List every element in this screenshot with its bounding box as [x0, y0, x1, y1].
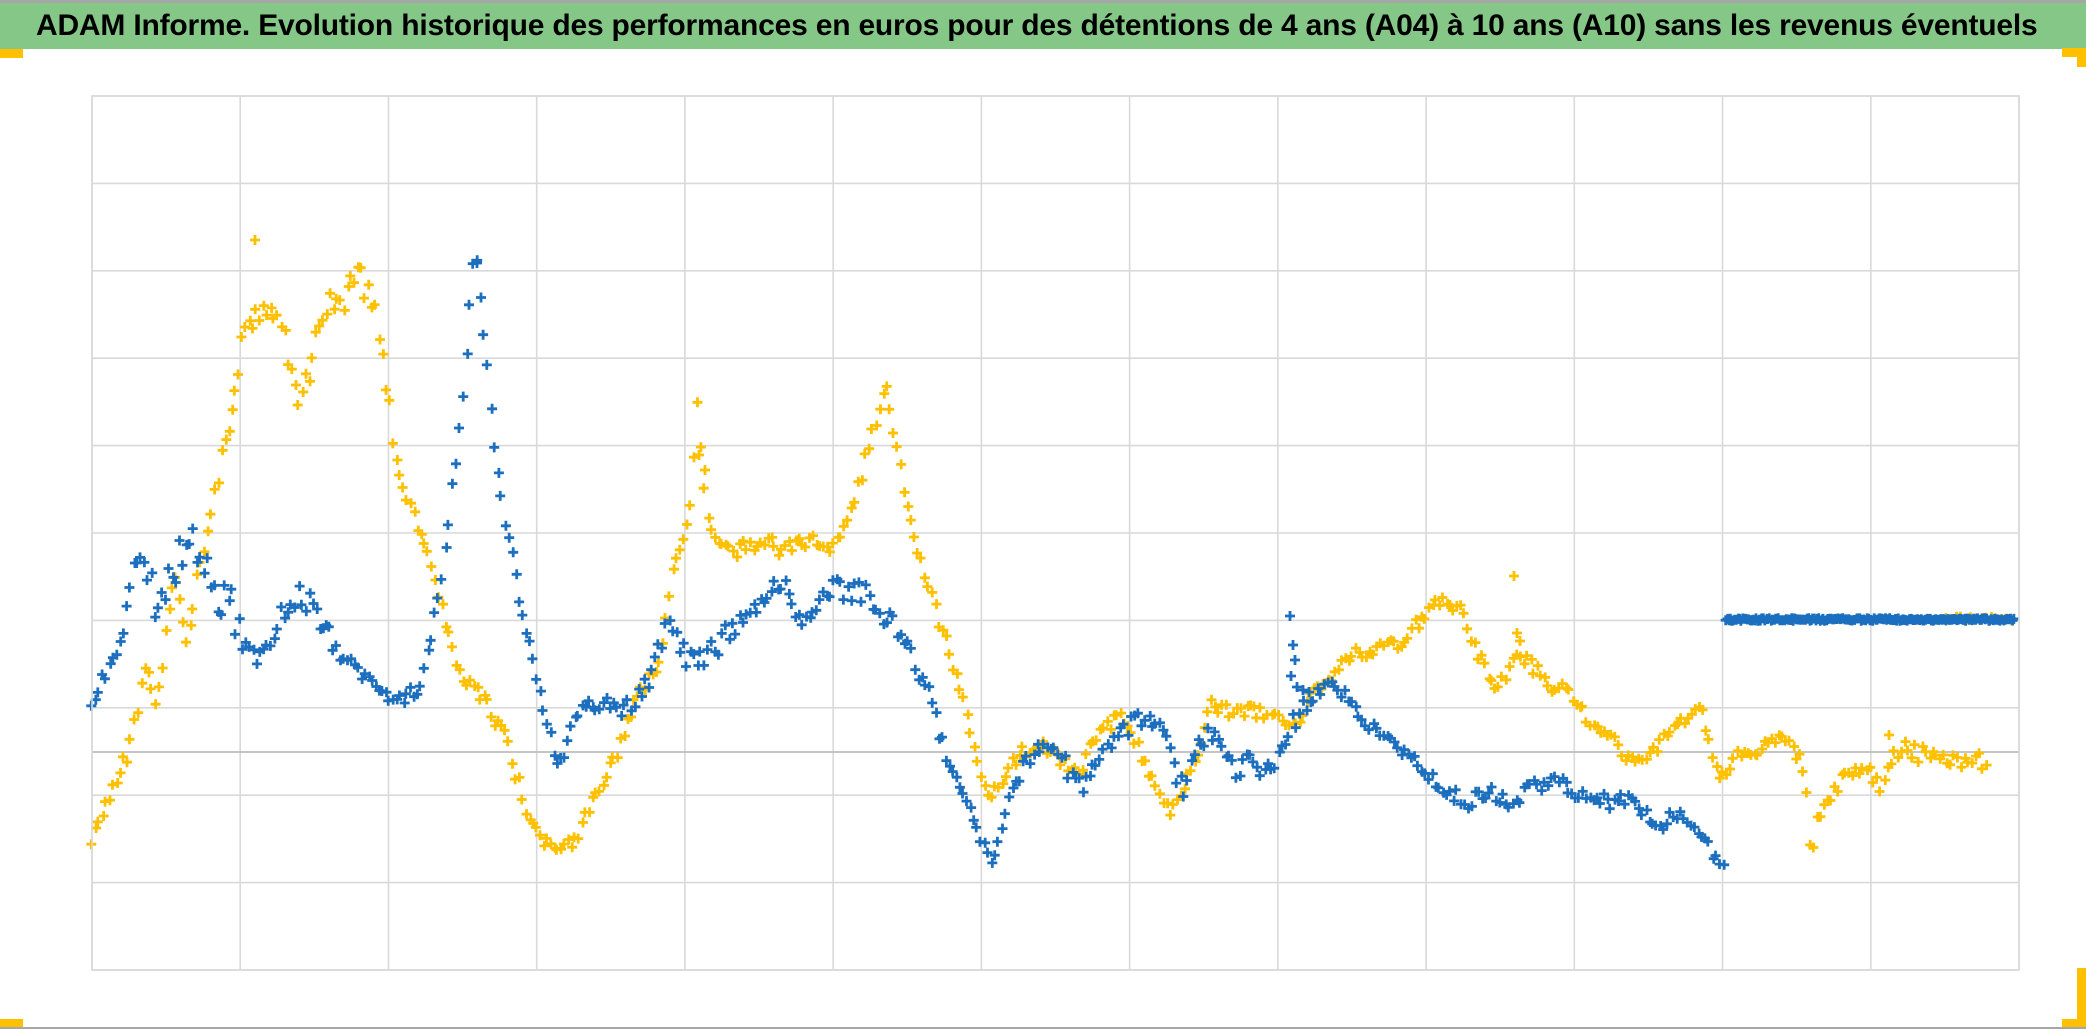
gridlines [91, 95, 2020, 971]
chart-region [0, 49, 2086, 1027]
selection-corner-bottom-left [0, 1019, 23, 1028]
header-bar: ADAM Informe. Evolution historique des p… [0, 3, 2086, 49]
top-border-rule [0, 0, 2086, 3]
selection-corner-top-left [0, 49, 23, 58]
series-gold-points [86, 235, 2017, 855]
selection-corner-bottom-right-leg [2077, 968, 2086, 1029]
scatter-chart [86, 95, 2020, 971]
selection-corner-top-right-leg [2077, 48, 2086, 67]
page-title: ADAM Informe. Evolution historique des p… [36, 9, 2038, 42]
selection-corner-bottom-right [2062, 1019, 2086, 1029]
plot-border [91, 95, 2020, 971]
series-blue-points [86, 255, 2019, 870]
selection-corner-top-right [2062, 48, 2086, 57]
bottom-border-rule [0, 1027, 2086, 1029]
